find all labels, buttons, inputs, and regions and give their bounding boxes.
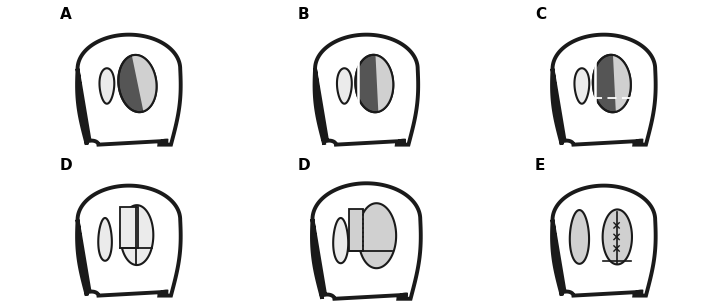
Polygon shape [119, 55, 156, 112]
Polygon shape [132, 55, 156, 111]
Text: D: D [297, 158, 310, 173]
Polygon shape [337, 68, 352, 104]
Text: D: D [60, 158, 73, 173]
Polygon shape [552, 35, 656, 145]
Polygon shape [77, 35, 181, 145]
Polygon shape [603, 209, 632, 264]
Polygon shape [100, 68, 114, 104]
Text: C: C [535, 7, 546, 22]
Polygon shape [613, 55, 631, 112]
Polygon shape [358, 203, 396, 268]
Polygon shape [98, 218, 112, 261]
Polygon shape [119, 207, 137, 248]
Text: B: B [297, 7, 309, 22]
Polygon shape [356, 55, 393, 112]
Polygon shape [121, 205, 153, 265]
Polygon shape [574, 68, 590, 104]
Text: A: A [60, 7, 72, 22]
Polygon shape [77, 186, 181, 296]
Polygon shape [315, 35, 418, 145]
Polygon shape [312, 183, 421, 299]
Text: E: E [535, 158, 545, 173]
Polygon shape [333, 218, 348, 263]
Polygon shape [552, 186, 656, 296]
Polygon shape [350, 209, 364, 251]
Polygon shape [593, 55, 631, 112]
Polygon shape [375, 55, 393, 112]
Polygon shape [570, 210, 589, 264]
